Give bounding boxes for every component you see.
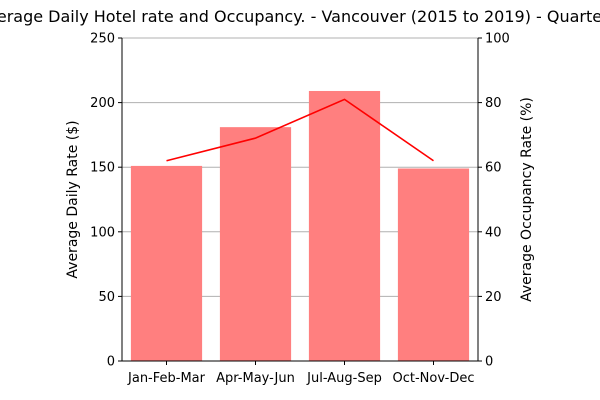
y-right-tick-label-5: 100 (485, 32, 510, 47)
y-right-tick-label-1: 20 (485, 290, 502, 305)
bar-series (130, 90, 470, 362)
bar-2 (308, 90, 381, 362)
y-left-tick-label-2: 100 (90, 225, 115, 240)
axes: 0 50 100 150 200 250 0 20 40 60 80 100 Jan-Feb-Mar Ap… (90, 32, 510, 387)
y-right-tick-label-3: 60 (485, 161, 502, 176)
y-right-tick-label-2: 40 (485, 225, 502, 240)
y-right-tick-label-0: 0 (485, 355, 493, 370)
occupancy-line (166, 98, 434, 162)
chart-title: Average Daily Hotel rate and Occupancy. … (0, 7, 600, 26)
line-series (166, 98, 434, 162)
x-tick-label-2: Jul-Aug-Sep (306, 371, 382, 386)
x-tick-label-1: Apr-May-Jun (216, 371, 295, 386)
bar-1 (219, 127, 292, 361)
x-tick-label-3: Oct-Nov-Dec (392, 371, 474, 386)
y-left-tick-label-0: 0 (107, 355, 115, 370)
x-tick-label-0: Jan-Feb-Mar (127, 371, 206, 386)
y-right-tick-label-4: 80 (485, 96, 502, 111)
bar-0 (130, 165, 203, 361)
y-axis-label-right: Average Occupancy Rate (%) (519, 97, 535, 302)
y-left-tick-label-1: 50 (98, 290, 115, 305)
y-left-tick-label-4: 200 (90, 96, 115, 111)
y-axis-label-left: Average Daily Rate ($) (65, 120, 81, 278)
y-left-tick-label-5: 250 (90, 32, 115, 47)
y-left-tick-label-3: 150 (90, 161, 115, 176)
bar-3 (397, 168, 470, 361)
